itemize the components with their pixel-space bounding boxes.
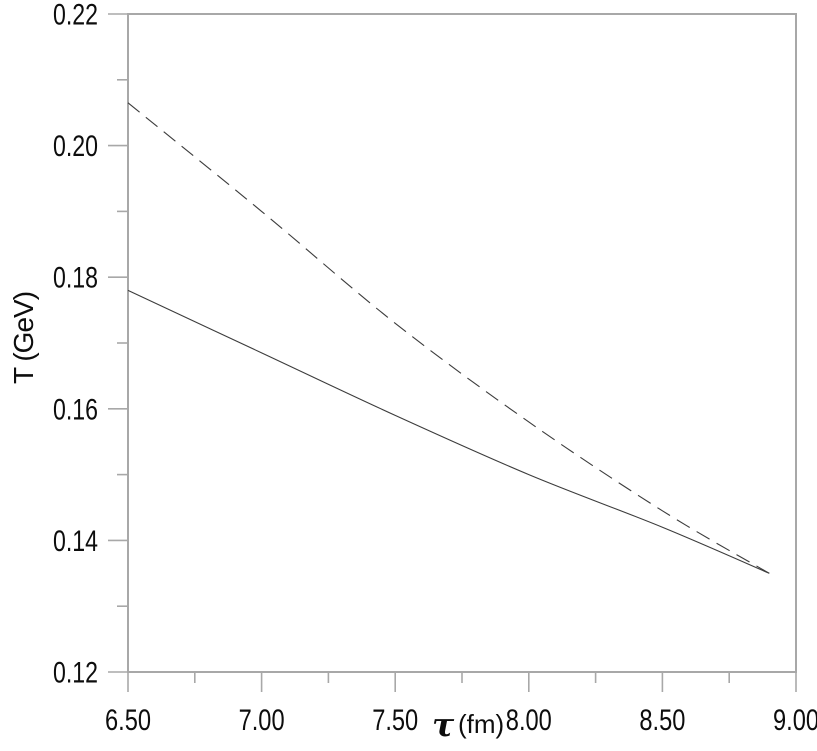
x-axis-unit: (fm) — [458, 709, 504, 739]
plot-layer: 0.12 0.14 0.16 0.18 0.20 0.22 6.50 7.00 7.50 8.00… — [53, 0, 817, 737]
y-tick-label: 0.18 — [53, 262, 98, 295]
x-tick-label: 8.50 — [639, 704, 685, 737]
x-tick-label: 9.00 — [773, 704, 817, 737]
y-tick-label: 0.20 — [53, 130, 98, 163]
x-axis-symbol-tau-icon: τ — [432, 705, 455, 744]
dashed-curve — [127, 102, 770, 574]
x-tick-label: 8.00 — [506, 704, 552, 737]
x-tick-label: 7.00 — [239, 704, 285, 737]
x-tick-label: 7.50 — [372, 704, 418, 737]
x-axis-label: τ (fm) — [432, 705, 504, 744]
x-tick-label: 6.50 — [105, 704, 151, 737]
y-axis-label: T (GeV) — [8, 291, 39, 385]
y-tick-label: 0.12 — [53, 657, 98, 690]
solid-curve — [127, 289, 770, 574]
y-tick-label: 0.16 — [53, 393, 98, 426]
y-tick-label: 0.14 — [53, 525, 98, 558]
plot-frame — [127, 13, 797, 673]
y-tick-label: 0.22 — [53, 0, 98, 32]
